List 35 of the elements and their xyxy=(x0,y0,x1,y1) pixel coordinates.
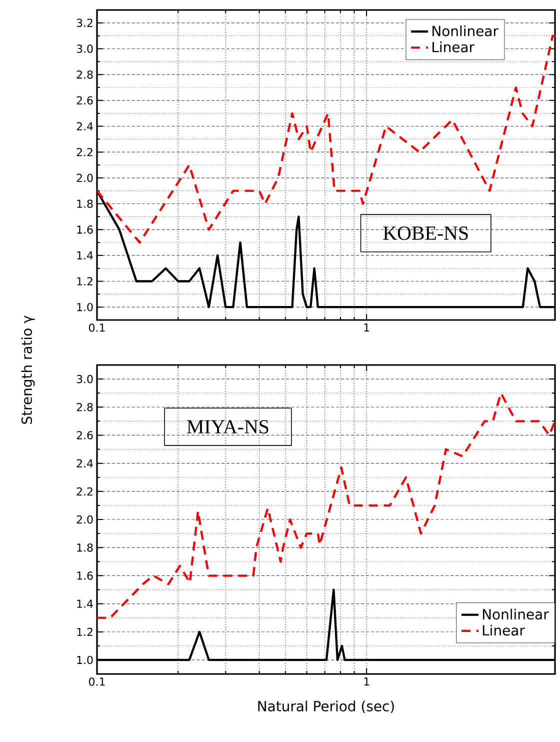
y-tick-label: 2.6 xyxy=(76,96,93,105)
y-tick-label: 2.8 xyxy=(76,403,93,412)
legend-label: Linear xyxy=(482,624,525,636)
y-tick-label: 3.2 xyxy=(76,18,92,28)
x-axis-title: Natural Period (sec) xyxy=(258,700,394,714)
y-tick-label: 3.0 xyxy=(76,374,93,384)
y-tick-label: 1.4 xyxy=(77,600,93,608)
y-tick-label: 2.0 xyxy=(76,515,93,524)
legend-label: Linear xyxy=(432,42,475,52)
y-tick-label: 2.2 xyxy=(76,148,92,156)
y-tick-label: 1.8 xyxy=(77,543,93,552)
y-tick-label: 1.6 xyxy=(77,572,93,580)
y-tick-label: 1.2 xyxy=(77,628,92,636)
y-tick-label: 2.6 xyxy=(76,431,93,440)
y-tick-label: 2.4 xyxy=(76,122,93,130)
y-tick-label: 2.4 xyxy=(76,459,93,468)
x-tick-label: 1 xyxy=(364,678,370,686)
y-tick-label: 1.0 xyxy=(77,302,93,312)
y-axis-title: Strength ratio γ xyxy=(21,316,35,424)
y-tick-label: 2.8 xyxy=(76,70,93,79)
x-tick-label: 0.1 xyxy=(89,678,105,686)
y-tick-label: 2.0 xyxy=(76,174,93,182)
legend-label: Nonlinear xyxy=(432,25,498,36)
y-tick-label: 2.2 xyxy=(76,487,92,496)
y-tick-label: 1.8 xyxy=(77,200,93,208)
y-tick-label: 1.0 xyxy=(77,656,93,664)
y-tick-label: 3.0 xyxy=(76,44,93,53)
y-tick-label: 1.6 xyxy=(77,225,93,234)
annotation: MIYA-NS xyxy=(187,420,268,434)
annotation: KOBE-NS xyxy=(383,226,468,240)
legend-label: Nonlinear xyxy=(482,608,549,620)
y-tick-label: 1.4 xyxy=(77,251,93,260)
x-tick-label: 1 xyxy=(364,324,370,332)
y-tick-label: 1.2 xyxy=(77,277,92,286)
x-tick-label: 0.1 xyxy=(89,324,105,332)
